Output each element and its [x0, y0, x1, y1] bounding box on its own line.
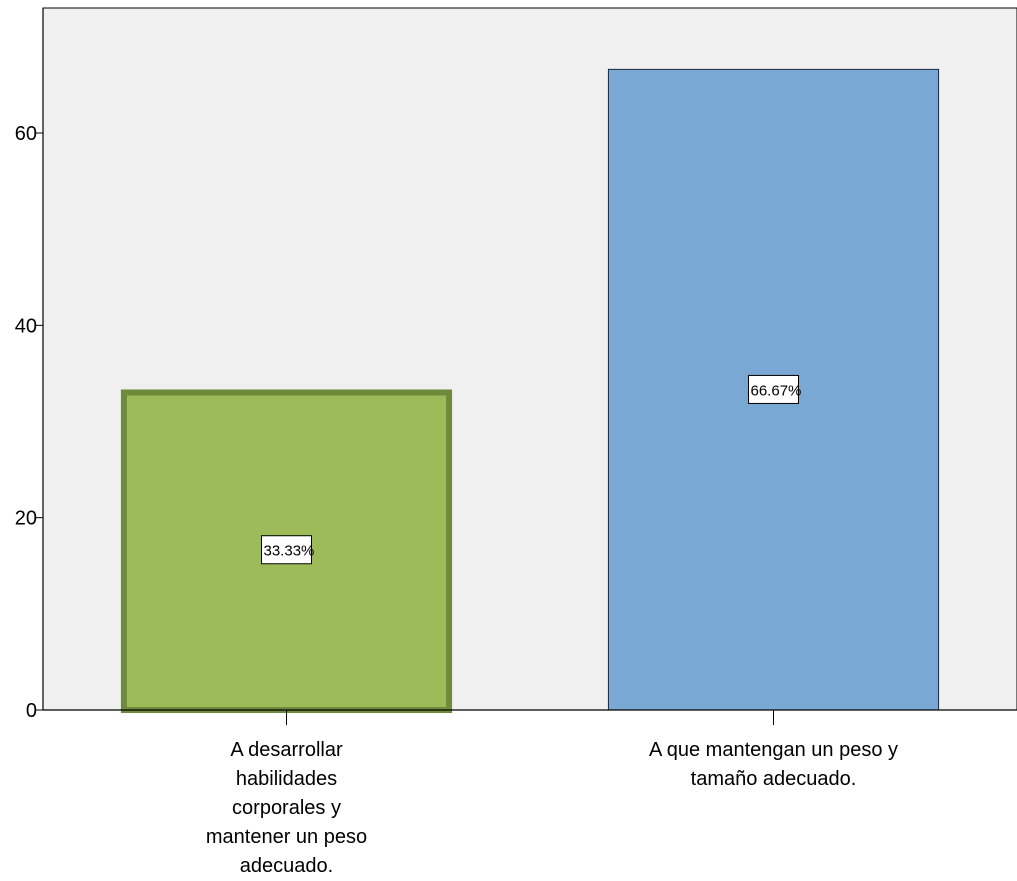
x-tick-label-line: mantener un peso [206, 826, 367, 848]
y-tick-label: 0 [26, 700, 37, 722]
x-tick-label: A desarrollar habilidades corporales y mant… [206, 739, 367, 877]
x-tick-label-line: A desarrollar [230, 739, 343, 761]
data-labels-layer: 33.33% 66.67% [261, 374, 802, 565]
data-label-box [261, 535, 312, 565]
y-tick-label: 40 [15, 315, 37, 337]
y-tick-label: 20 [15, 508, 37, 530]
y-tick-label: 60 [15, 123, 37, 145]
x-tick-label-line: adecuado. [240, 855, 333, 877]
x-tick-label-line: corporales y [232, 797, 341, 819]
x-axis: A desarrollar habilidades corporales y mant… [206, 710, 898, 877]
data-label-box [748, 374, 799, 404]
data-label: 66.67% [751, 382, 802, 399]
y-axis: 0 20 40 60 [15, 123, 43, 722]
x-tick-label: A que mantengan un peso y tamaño adecuado… [649, 739, 898, 790]
x-tick-label-line: A que mantengan un peso y [649, 739, 898, 761]
x-tick-label-line: tamaño adecuado. [691, 768, 857, 790]
x-tick-label-line: habilidades [236, 768, 337, 790]
data-label: 33.33% [264, 543, 315, 560]
